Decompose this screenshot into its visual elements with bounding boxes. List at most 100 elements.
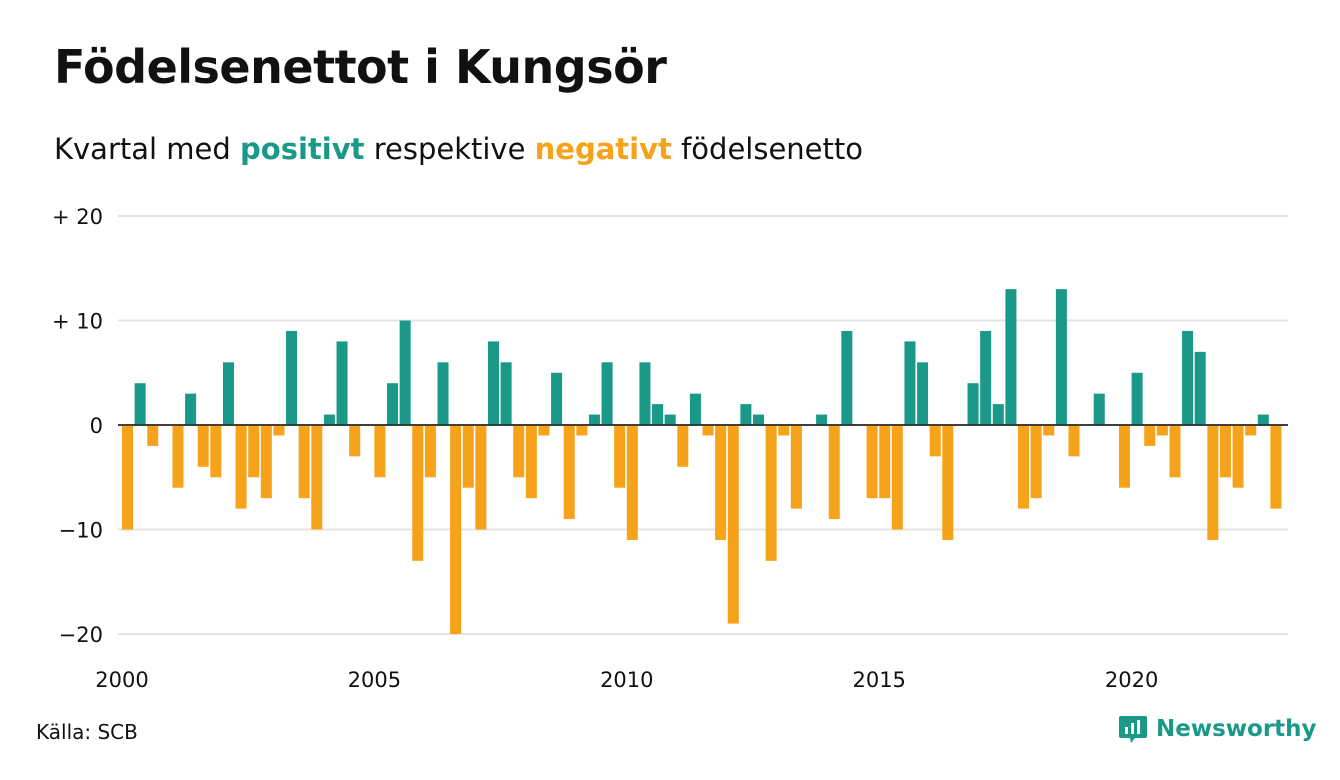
bar [929,425,941,457]
bar [614,425,626,488]
bar [122,425,134,530]
y-tick-label: + 10 [52,310,103,334]
bar [525,425,537,499]
bar [500,362,512,425]
bar [1144,425,1156,446]
subtitle-positive-label: positivt [240,132,365,166]
bar [816,414,828,425]
bar [513,425,525,478]
bar [134,383,146,425]
bar [273,425,285,436]
bar [437,362,449,425]
chart-subtitle: Kvartal med positivt respektive negativt… [54,132,863,166]
bar [412,425,424,561]
x-tick-label: 2010 [600,668,653,692]
bar [462,425,474,488]
bar [185,393,197,425]
bar [336,341,348,425]
bar [374,425,386,478]
bar [1131,372,1143,425]
bar [866,425,878,499]
chart-title: Födelsenettot i Kungsör [54,40,667,94]
bar [1182,330,1194,425]
subtitle-text-middle: respektive [364,132,535,166]
bar [980,330,992,425]
bar [475,425,487,530]
bar [992,404,1004,425]
bar [727,425,739,624]
bar [664,414,676,425]
bar [879,425,891,499]
bar [576,425,588,436]
brand-logo: Newsworthy [1118,714,1317,744]
y-tick-label: + 20 [52,205,103,229]
bar [967,383,979,425]
bar [563,425,575,520]
bar [765,425,777,561]
subtitle-negative-label: negativt [534,132,672,166]
bar [891,425,903,530]
bar [652,404,664,425]
bar [689,393,701,425]
bar [715,425,727,540]
source-note: Källa: SCB [36,720,138,744]
y-tick-label: −20 [59,623,103,647]
bar [677,425,689,467]
bar [1257,414,1269,425]
bar [311,425,323,530]
bar [298,425,310,499]
bar [917,362,929,425]
bar [601,362,613,425]
bar [450,425,462,634]
bar [1043,425,1055,436]
bar [399,320,411,425]
x-tick-label: 2000 [95,668,148,692]
x-tick-label: 2015 [852,668,905,692]
chart-bubble-icon [1119,716,1147,743]
bar [841,330,853,425]
bar [1232,425,1244,488]
bar [1270,425,1282,509]
bar [588,414,600,425]
bar [487,341,499,425]
bar [387,383,399,425]
subtitle-text-start: Kvartal med [54,132,241,166]
y-tick-label: 0 [90,414,103,438]
bar [904,341,916,425]
bar [235,425,247,509]
bar [1068,425,1080,457]
x-tick-label: 2005 [348,668,401,692]
bar [828,425,840,520]
bar [942,425,954,540]
bar [172,425,184,488]
bar [349,425,361,457]
bar [197,425,209,467]
bar [1169,425,1181,478]
y-tick-label: −10 [59,519,103,543]
bar [147,425,159,446]
bar [210,425,222,478]
bar [778,425,790,436]
bar [1118,425,1130,488]
bar [626,425,638,540]
bar [1030,425,1042,499]
bar [1207,425,1219,540]
bar [248,425,260,478]
bar [1219,425,1231,478]
bar [1055,289,1067,425]
bar [702,425,714,436]
brand-name: Newsworthy [1156,716,1317,742]
subtitle-text-end: födelsenetto [671,132,863,166]
bar [222,362,234,425]
bar [551,372,563,425]
bar [1005,289,1017,425]
bar [753,414,765,425]
bar [538,425,550,436]
bar [1093,393,1105,425]
bar [286,330,298,425]
bar [1245,425,1257,436]
bar [740,404,752,425]
bar [1194,351,1206,425]
bar [790,425,802,509]
